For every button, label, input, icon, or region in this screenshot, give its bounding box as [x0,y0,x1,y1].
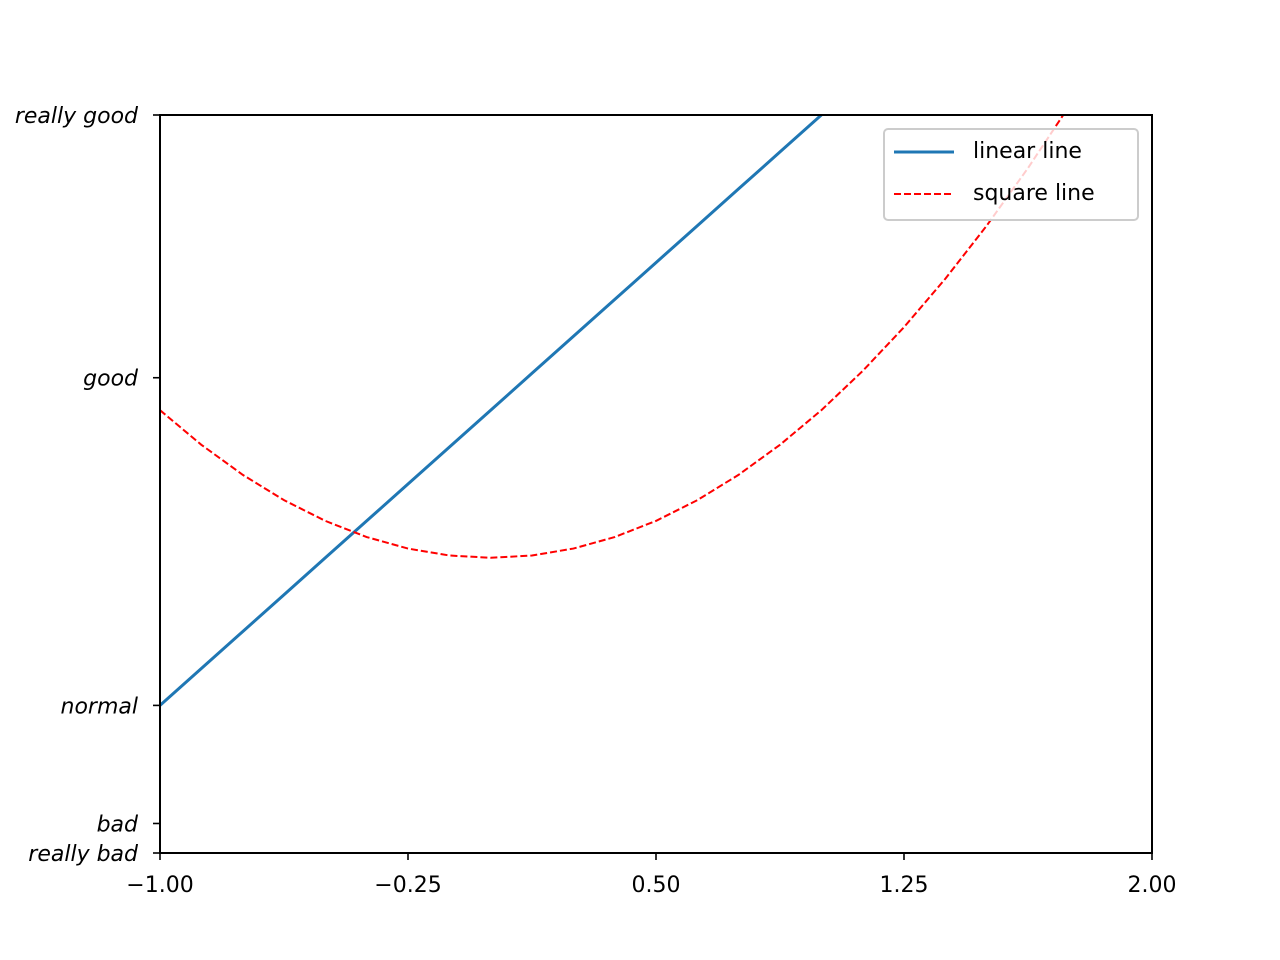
x-tick-label: −0.25 [374,873,441,898]
x-tick-label: 1.25 [880,873,929,898]
legend-label: linear line [973,139,1082,164]
legend-label: square line [973,181,1095,206]
series-line [160,115,824,707]
y-tick-label: really bad [28,842,139,867]
x-tick-label: 2.00 [1128,873,1177,898]
series-line [160,115,1065,559]
y-tick-label: bad [97,812,139,837]
x-tick-label: 0.50 [632,873,681,898]
y-tick-label: normal [61,694,138,719]
plot-area [160,115,1065,707]
y-tick-label: really good [15,104,139,129]
y-tick-label: good [83,367,139,392]
x-tick-label: −1.00 [126,873,193,898]
